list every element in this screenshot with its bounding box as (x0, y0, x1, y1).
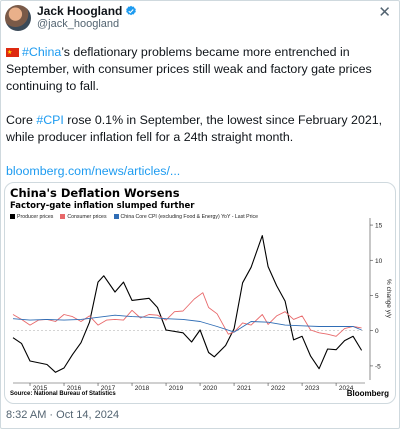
tweet-text-2a: Core (6, 113, 37, 127)
y-axis-label: % change y/y (385, 279, 392, 319)
close-icon[interactable]: ✕ (378, 4, 391, 21)
y-tick-label: 5 (375, 293, 379, 300)
x-tick-label: 2015 (33, 385, 48, 392)
x-tick-label: 2018 (135, 385, 150, 392)
legend-label: Producer prices (17, 214, 54, 220)
chart-legend: Producer prices Consumer prices China Co… (10, 214, 258, 220)
legend-swatch (10, 214, 15, 219)
x-tick-label: 2022 (271, 385, 286, 392)
hashtag-china[interactable]: #China (22, 45, 62, 59)
hashtag-cpi[interactable]: #CPI (36, 113, 64, 127)
legend-swatch (113, 214, 119, 219)
y-tick-label: 10 (375, 258, 383, 265)
x-tick-label: 2017 (101, 385, 116, 392)
article-link[interactable]: bloomberg.com/news/articles/... (6, 164, 181, 178)
series-line-2 (12, 314, 362, 333)
legend-item-producer: Producer prices (10, 214, 53, 220)
x-tick-label: 2016 (67, 385, 82, 392)
x-tick-label: 2020 (203, 385, 218, 392)
legend-label: China Core CPI (excluding Food & Energy)… (120, 214, 258, 220)
avatar[interactable] (5, 5, 31, 31)
tweet-timestamp[interactable]: 8:32 AM · Oct 14, 2024 (6, 409, 120, 421)
x-tick-label: 2023 (305, 385, 320, 392)
china-flag-icon (6, 45, 19, 62)
x-tick-label: 2021 (237, 385, 252, 392)
legend-item-consumer: Consumer prices (60, 214, 107, 220)
legend-swatch (60, 214, 66, 219)
legend-label: Consumer prices (67, 214, 107, 220)
chart-brand: Bloomberg (346, 389, 389, 398)
tweet-text-2b: rose 0.1% in September, the lowest since… (6, 113, 383, 144)
y-tick-label: 15 (375, 223, 383, 230)
author-row: Jack Hoogland (37, 4, 137, 18)
author-name[interactable]: Jack Hoogland (37, 4, 123, 18)
chart-subtitle: Factory-gate inflation slumped further (10, 201, 195, 211)
author-handle[interactable]: @jack_hoogland (37, 18, 120, 30)
tweet-text-1: ’s deflationary problems became more ent… (6, 45, 372, 93)
series-line-1 (12, 292, 362, 337)
x-tick-label: 2019 (169, 385, 184, 392)
chart-image[interactable]: -5 0 5 10 15 % change y/y 2015 2016 2017 2018 2019… (4, 182, 396, 404)
chart-title: China's Deflation Worsens (10, 186, 180, 200)
chart-source: Source: National Bureau of Statistics (10, 391, 116, 397)
tweet-paragraph-2: Core #CPI rose 0.1% in September, the lo… (6, 112, 396, 146)
tweet-paragraph-3: bloomberg.com/news/articles/... (6, 163, 396, 180)
series-line-0 (12, 235, 363, 373)
tweet-paragraph-1: #China’s deflationary problems became mo… (6, 44, 396, 95)
legend-item-core-cpi: China Core CPI (excluding Food & Energy)… (113, 214, 258, 220)
tweet-text: #China’s deflationary problems became mo… (6, 44, 396, 197)
verified-badge-icon (126, 5, 137, 16)
chart-svg: -5 0 5 10 15 % change y/y 2015 2016 2017 2018 2019… (12, 218, 392, 392)
x-tick-label: 2024 (339, 385, 354, 392)
y-tick-label: -5 (375, 363, 381, 370)
y-tick-label: 0 (375, 328, 379, 335)
